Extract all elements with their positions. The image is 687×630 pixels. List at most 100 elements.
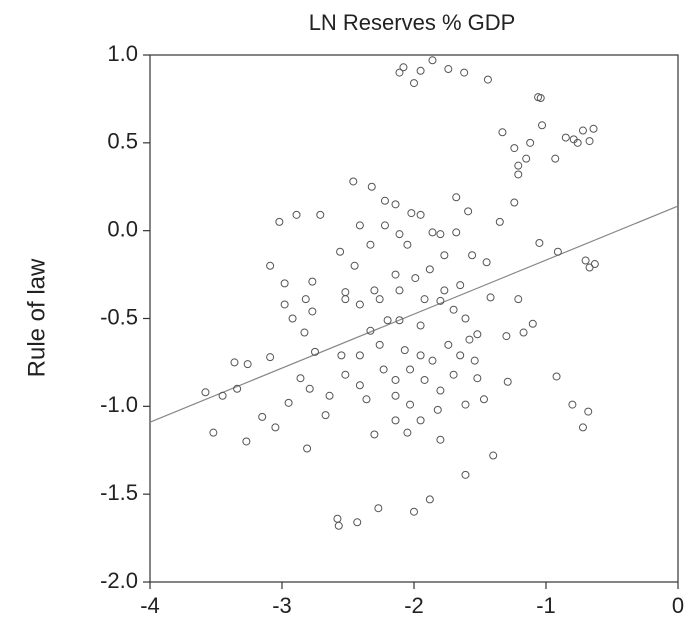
point: [482, 258, 491, 267]
point: [391, 270, 400, 279]
point: [552, 372, 561, 381]
point: [473, 374, 482, 383]
point: [355, 221, 364, 230]
point: [416, 66, 425, 75]
point: [242, 437, 251, 446]
x-tick-label: -4: [140, 593, 160, 618]
point: [416, 210, 425, 219]
point: [341, 288, 350, 297]
point: [316, 210, 325, 219]
point: [486, 293, 495, 302]
point: [502, 332, 511, 341]
point: [436, 296, 445, 305]
plot-frame: [149, 54, 679, 583]
point: [461, 470, 470, 479]
y-tick-label: -1.0: [100, 392, 138, 417]
point: [514, 295, 523, 304]
point: [400, 346, 409, 355]
point: [375, 340, 384, 349]
point: [308, 307, 317, 316]
point: [403, 428, 412, 437]
point: [280, 279, 289, 288]
point: [395, 230, 404, 239]
point: [483, 75, 492, 84]
point: [420, 295, 429, 304]
point: [553, 247, 562, 256]
point: [375, 295, 384, 304]
point: [370, 430, 379, 439]
point: [280, 300, 289, 309]
point: [479, 395, 488, 404]
point: [380, 221, 389, 230]
x-tick-label: 0: [672, 593, 684, 618]
point: [428, 356, 437, 365]
point: [449, 305, 458, 314]
point: [503, 377, 512, 386]
point: [370, 286, 379, 295]
point: [425, 265, 434, 274]
point: [519, 328, 528, 337]
point: [218, 391, 227, 400]
point: [407, 209, 416, 218]
point: [341, 370, 350, 379]
point: [399, 63, 408, 72]
point: [420, 375, 429, 384]
point: [284, 398, 293, 407]
point: [366, 240, 375, 249]
point: [362, 395, 371, 404]
point: [440, 251, 449, 260]
y-tick-label: 1.0: [107, 41, 138, 66]
point: [349, 177, 358, 186]
point: [428, 56, 437, 65]
point: [395, 68, 404, 77]
point: [581, 256, 590, 265]
point: [271, 423, 280, 432]
y-axis-label: Rule of law: [23, 258, 50, 377]
point: [584, 407, 593, 416]
point: [456, 281, 465, 290]
y-tick-label: 0.0: [107, 216, 138, 241]
y-tick-label: 0.5: [107, 129, 138, 154]
point: [406, 400, 415, 409]
point: [436, 386, 445, 395]
point: [353, 518, 362, 527]
point: [292, 210, 301, 219]
point: [403, 240, 412, 249]
point: [308, 277, 317, 286]
x-tick-label: -2: [404, 593, 424, 618]
point: [395, 286, 404, 295]
point: [590, 260, 599, 269]
point: [337, 351, 346, 360]
point: [395, 316, 404, 325]
point: [355, 300, 364, 309]
point: [436, 230, 445, 239]
point: [460, 68, 469, 77]
point: [305, 384, 314, 393]
point: [510, 144, 519, 153]
y-tick-label: -2.0: [100, 568, 138, 593]
point: [336, 247, 345, 256]
point: [428, 228, 437, 237]
point: [456, 351, 465, 360]
y-tick-label: -1.5: [100, 480, 138, 505]
point: [416, 321, 425, 330]
point: [334, 521, 343, 530]
point: [406, 365, 415, 374]
point: [410, 79, 418, 88]
point: [465, 335, 474, 344]
point: [350, 261, 359, 270]
point: [468, 251, 477, 260]
point: [201, 388, 210, 397]
point: [444, 340, 453, 349]
point: [333, 514, 342, 523]
point: [391, 391, 400, 400]
point: [275, 217, 284, 226]
point: [514, 170, 523, 179]
point: [411, 274, 420, 283]
chart-title: LN Reserves % GDP: [309, 10, 516, 35]
point: [410, 507, 418, 516]
point: [528, 319, 537, 328]
point: [473, 330, 482, 339]
point: [461, 314, 470, 323]
